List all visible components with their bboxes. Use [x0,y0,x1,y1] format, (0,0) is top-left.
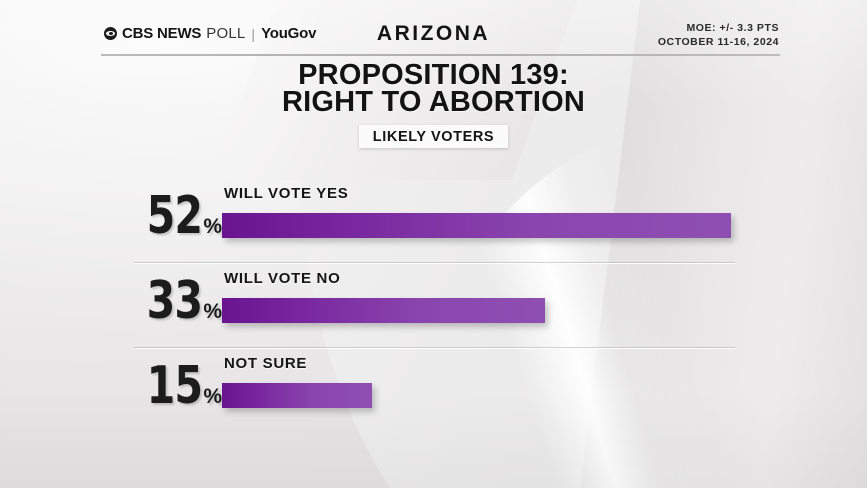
value-number: 33 [146,271,203,331]
brand-lockup: CBS NEWS POLL | YouGov [104,25,316,42]
chart-row: 33% WILL VOTE NO [0,263,867,348]
brand-yougov: YouGov [261,25,317,42]
title-line-2: RIGHT TO ABORTION [281,86,586,118]
bar-track [222,383,372,408]
percent-symbol: % [203,215,222,238]
bar-chart: 52% WILL VOTE YES 33% WILL VOTE NO 15% N… [0,178,867,433]
brand-cbs-news: CBS NEWS [122,25,202,42]
value-label: 52% [134,186,222,246]
field-dates-line: OCTOBER 11-16, 2024 [657,35,779,48]
percent-symbol: % [203,385,222,408]
chart-row: 15% NOT SURE [0,348,867,433]
brand-poll: POLL [206,25,246,42]
page-title: PROPOSITION 139: RIGHT TO ABORTION [0,59,867,118]
bar-fill [222,383,372,408]
bar-fill [222,298,545,323]
percent-symbol: % [203,300,222,323]
title-block: PROPOSITION 139: RIGHT TO ABORTION LIKEL… [0,59,867,148]
brand-separator: | [251,25,256,42]
bar-track [222,213,731,238]
row-divider [134,348,735,349]
row-divider [134,263,735,264]
header-divider [101,54,780,56]
cbs-eye-icon [104,27,117,40]
value-number: 15 [146,356,203,416]
chart-row: 52% WILL VOTE YES [0,178,867,263]
header: CBS NEWS POLL | YouGov ARIZONA MOE: +/- … [0,22,867,56]
methodology-note: MOE: +/- 3.3 PTS OCTOBER 11-16, 2024 [658,22,779,49]
bar-track [222,298,545,323]
audience-badge: LIKELY VOTERS [358,125,509,148]
category-label: WILL VOTE NO [224,270,341,287]
state-name: ARIZONA [376,22,491,45]
value-number: 52 [146,186,203,246]
value-label: 33% [134,271,222,331]
margin-of-error-line: MOE: +/- 3.3 PTS [686,22,779,34]
category-label: NOT SURE [224,355,308,372]
value-label: 15% [134,356,222,416]
bar-fill [222,213,731,238]
title-line-1: PROPOSITION 139: [298,59,569,91]
category-label: WILL VOTE YES [224,185,349,202]
